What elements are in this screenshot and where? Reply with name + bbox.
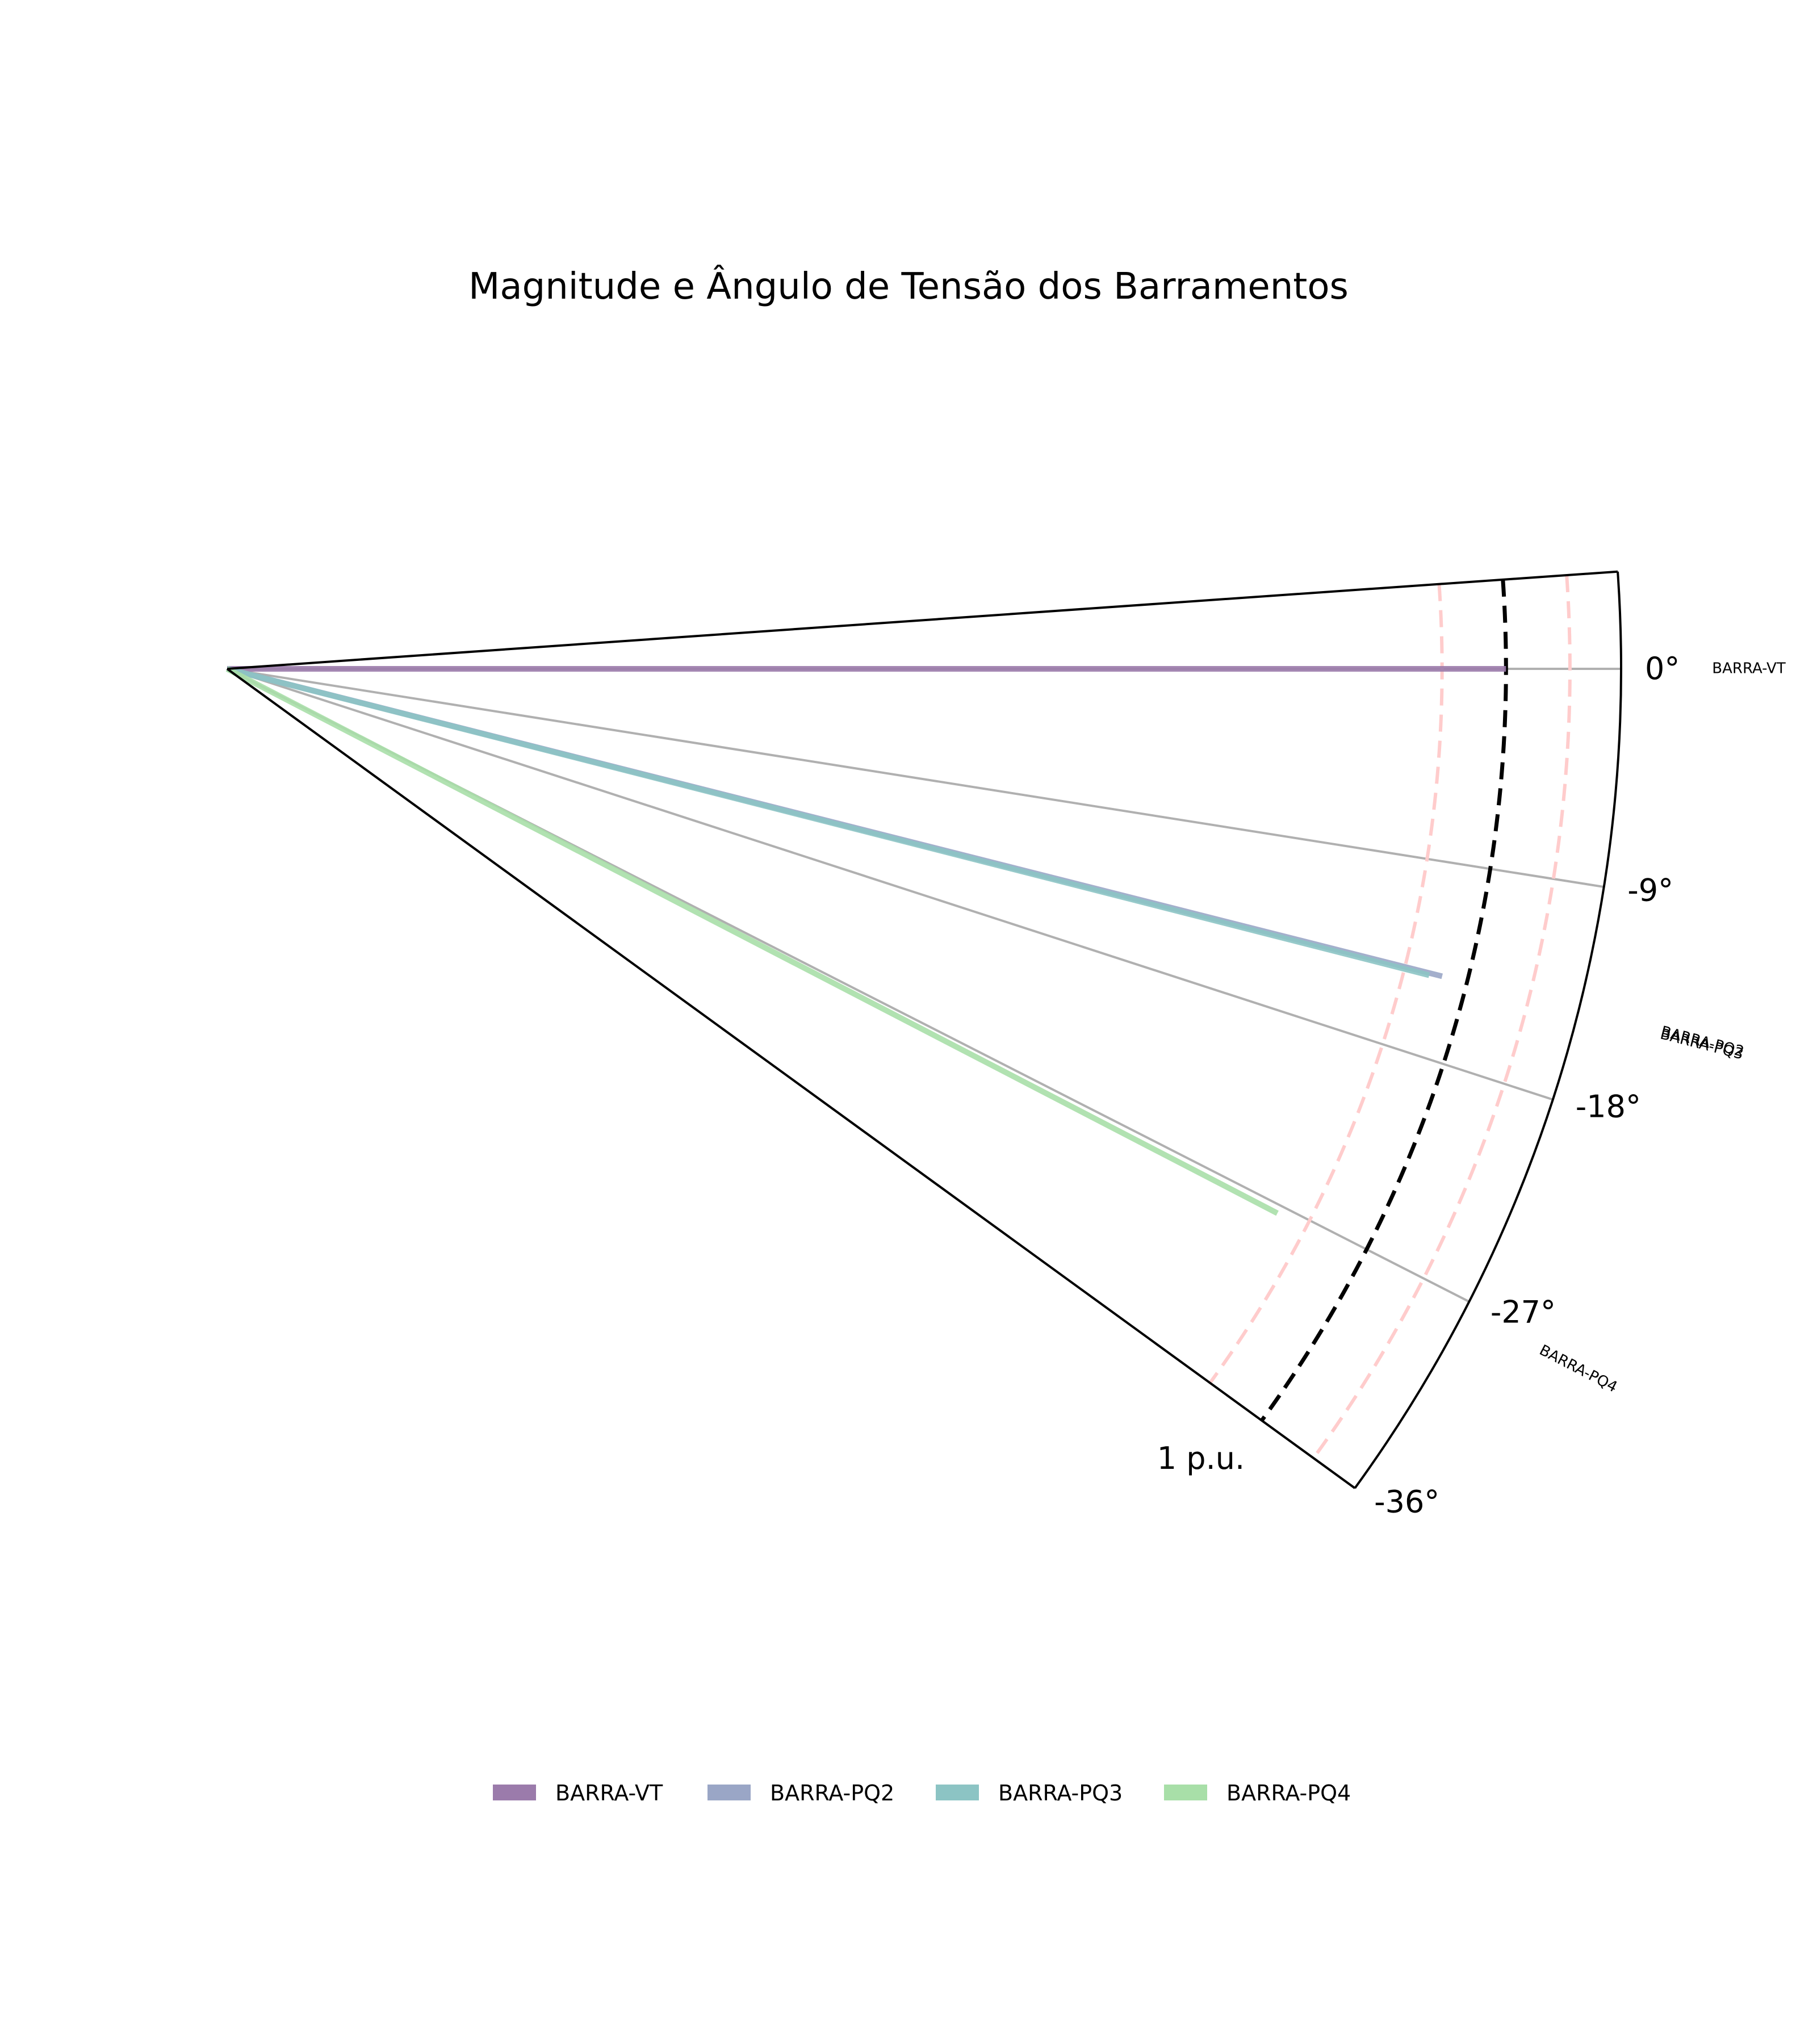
frame-outer-arc xyxy=(1354,571,1622,1489)
reference-circle xyxy=(1260,579,1508,1422)
legend-label: BARRA-PQ3 xyxy=(998,1781,1123,1806)
reference-circles xyxy=(1208,575,1572,1459)
grid-lines xyxy=(226,668,1621,1489)
angle-tick-label: -27° xyxy=(1491,1295,1556,1330)
legend-swatch xyxy=(707,1785,751,1800)
angle-tick-labels: 0° -9° -18° -27° -36° xyxy=(1374,651,1680,1520)
legend-swatch xyxy=(493,1785,536,1800)
frame-edge-top xyxy=(227,570,1618,670)
grid-spoke xyxy=(227,668,1554,1101)
chart-title: Magnitude e Ângulo de Tensão dos Barrame… xyxy=(468,265,1349,308)
sector-frame xyxy=(226,570,1622,1489)
angle-tick-label: 0° xyxy=(1645,651,1680,686)
bus-label: BARRA-VT xyxy=(1712,660,1786,677)
series-line-barra-pq3 xyxy=(226,666,1430,978)
legend-label: BARRA-PQ4 xyxy=(1226,1781,1351,1806)
frame-edge-bottom xyxy=(226,668,1356,1489)
angle-tick-label: -36° xyxy=(1374,1484,1439,1520)
grid-spoke xyxy=(227,668,1605,889)
legend-label: BARRA-PQ2 xyxy=(770,1781,894,1806)
reference-circle xyxy=(1312,575,1572,1459)
bus-label: BARRA-PQ3 xyxy=(1659,1025,1745,1063)
legend-swatch xyxy=(1164,1785,1207,1800)
angle-tick-label: -18° xyxy=(1576,1089,1641,1125)
bus-label: BARRA-PQ4 xyxy=(1537,1342,1620,1396)
radial-tick-label: 1 p.u. xyxy=(1157,1440,1245,1476)
series-lines xyxy=(225,666,1506,1216)
legend-swatch xyxy=(936,1785,979,1800)
radial-tick-label: 1 p.u. xyxy=(1157,1440,1245,1476)
angle-tick-label: -9° xyxy=(1627,873,1673,908)
reference-circle xyxy=(1208,584,1444,1384)
legend-label: BARRA-VT xyxy=(555,1781,663,1806)
series-line-barra-pq4 xyxy=(225,666,1279,1216)
legend: BARRA-VT BARRA-PQ2 BARRA-PQ3 BARRA-PQ4 xyxy=(493,1781,1351,1806)
